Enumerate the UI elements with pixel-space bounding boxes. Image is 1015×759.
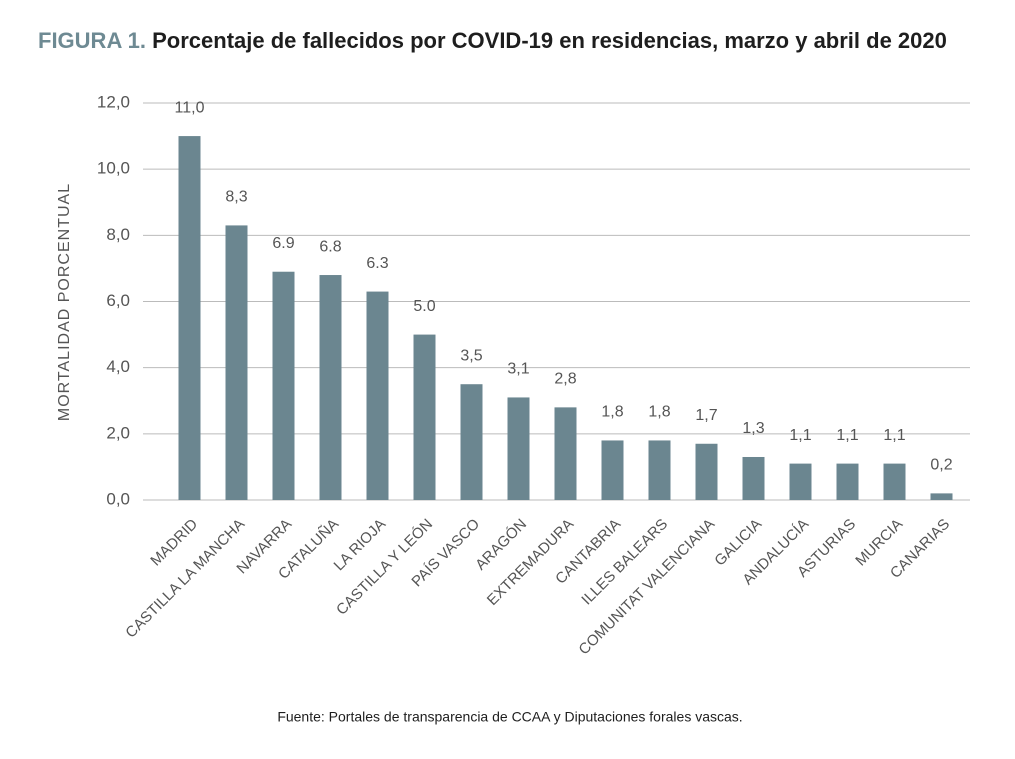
value-label: 6.9 bbox=[272, 235, 294, 252]
value-label: 0,2 bbox=[930, 457, 952, 474]
value-label: 3,5 bbox=[460, 347, 482, 364]
bar bbox=[366, 291, 389, 500]
bar bbox=[225, 225, 248, 501]
value-label: 1,8 bbox=[648, 404, 670, 421]
bar bbox=[836, 463, 859, 500]
bar bbox=[883, 463, 906, 500]
value-label: 1,8 bbox=[601, 404, 623, 421]
bar bbox=[460, 384, 483, 500]
value-label: 3,1 bbox=[507, 361, 529, 378]
bar bbox=[554, 407, 577, 500]
bar bbox=[272, 271, 295, 500]
y-tick-label: 0,0 bbox=[106, 489, 130, 508]
chart-title: FIGURA 1. Porcentaje de fallecidos por C… bbox=[38, 28, 947, 53]
x-tick-label: ILLES BALEARS bbox=[578, 516, 671, 609]
value-label: 5.0 bbox=[413, 298, 435, 315]
value-label: 1,1 bbox=[789, 427, 811, 444]
y-axis-label: MORTALIDAD PORCENTUAL bbox=[56, 183, 73, 421]
value-label: 1,1 bbox=[883, 427, 905, 444]
value-label: 1,7 bbox=[695, 407, 717, 424]
bar bbox=[930, 493, 953, 500]
y-tick-label: 4,0 bbox=[106, 357, 130, 376]
value-label: 6.3 bbox=[366, 255, 388, 272]
bar bbox=[507, 397, 530, 500]
source: Fuente: Portales de transparencia de CCA… bbox=[277, 709, 742, 725]
y-tick-label: 2,0 bbox=[106, 423, 130, 442]
bar bbox=[695, 443, 718, 500]
bar bbox=[413, 334, 436, 500]
value-label: 6.8 bbox=[319, 238, 341, 255]
y-tick-label: 8,0 bbox=[106, 225, 130, 244]
bar bbox=[319, 275, 342, 500]
value-label: 1,3 bbox=[742, 420, 764, 437]
value-label: 8,3 bbox=[225, 189, 247, 206]
y-tick-label: 12,0 bbox=[97, 92, 130, 111]
value-label: 2,8 bbox=[554, 371, 576, 388]
value-label: 1,1 bbox=[836, 427, 858, 444]
title-label: FIGURA 1. bbox=[38, 28, 146, 53]
x-tick-label: EXTREMADURA bbox=[484, 516, 577, 609]
y-tick-label: 10,0 bbox=[97, 159, 130, 178]
bar bbox=[178, 136, 201, 501]
title-text: Porcentaje de fallecidos por COVID-19 en… bbox=[152, 28, 947, 53]
bar bbox=[601, 440, 624, 500]
bar bbox=[648, 440, 671, 500]
bar bbox=[789, 463, 812, 500]
y-tick-label: 6,0 bbox=[106, 291, 130, 310]
value-label: 11,0 bbox=[175, 99, 205, 116]
bar bbox=[742, 456, 765, 500]
